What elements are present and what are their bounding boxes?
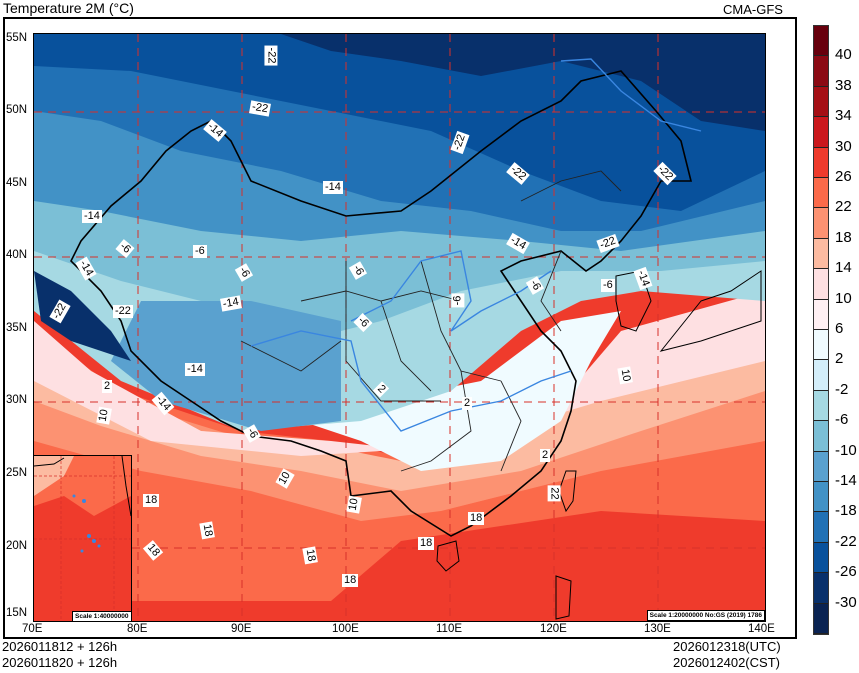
colorbar-segment: [814, 56, 828, 87]
lat-label-55n: 55N: [6, 32, 28, 44]
lon-label-120e: 120E: [540, 623, 567, 635]
colorbar-tick-label: -10: [835, 441, 857, 459]
colorbar-tick-label: -2: [835, 380, 849, 398]
colorbar-segment: [814, 86, 828, 118]
contour-label: -14: [185, 363, 205, 376]
contour-label: 22: [547, 485, 561, 502]
contour-label: -22: [113, 305, 133, 318]
inset-map-south-china-sea: Scale 1:40000000: [34, 455, 132, 621]
contour-label: 18: [302, 546, 318, 565]
colorbar-segment: [814, 603, 828, 634]
colorbar-segment: [814, 573, 828, 604]
contour-label: 2: [102, 380, 113, 393]
colorbar-segment: [814, 390, 828, 422]
lat-label-40n: 40N: [6, 249, 28, 261]
colorbar-tick-label: 38: [835, 76, 852, 94]
colorbar-segment: [814, 542, 828, 574]
lat-label-25n: 25N: [6, 467, 28, 479]
contour-label: 10: [346, 495, 362, 514]
map-plot-area: -22 -22 -14 -22 -14 -22 -22 -14 -6 -6 -14 -22 -14 -6-…: [33, 33, 766, 622]
colorbar: [813, 25, 829, 635]
contour-label: -14: [82, 210, 102, 223]
contour-label: 18: [199, 521, 215, 540]
contour-label: 2: [462, 397, 473, 410]
colorbar-tick-label: -14: [835, 472, 857, 489]
colorbar-segment: [814, 147, 828, 178]
colorbar-tick-label: 26: [835, 168, 852, 185]
colorbar-tick-label: 22: [835, 198, 852, 216]
colorbar-tick-label: -18: [835, 502, 857, 520]
contour-label: 18: [342, 574, 359, 587]
colorbar-segment: [814, 360, 828, 391]
lat-label-45n: 45N: [6, 177, 28, 189]
colorbar-tick-label: 14: [835, 259, 852, 277]
init-time-utc: 2026011812 + 126h: [2, 639, 118, 654]
colorbar-tick-label: 30: [835, 137, 852, 155]
contour-label: 18: [418, 537, 435, 550]
contour-label: 10: [617, 366, 633, 385]
lat-label-50n: 50N: [6, 104, 28, 116]
contour-label: -6: [601, 279, 615, 292]
init-time-cst: 2026011820 + 126h: [2, 655, 118, 670]
lon-label-80e: 80E: [127, 623, 148, 635]
lat-label-35n: 35N: [6, 322, 28, 334]
map-scale-label: Scale 1:20000000 No:GS (2019) 1786: [646, 610, 765, 621]
colorbar-tick-label: 6: [835, 320, 844, 337]
contour-label: -6: [451, 293, 465, 308]
contour-label: 18: [143, 494, 160, 507]
colorbar-segment: [814, 482, 828, 513]
colorbar-segment: [814, 26, 828, 57]
lon-label-90e: 90E: [231, 623, 252, 635]
colorbar-segment: [814, 330, 828, 361]
colorbar-tick-label: 34: [835, 107, 852, 125]
colorbar-tick-label: -26: [835, 563, 857, 581]
colorbar-tick-label: -6: [835, 411, 849, 429]
lon-label-100e: 100E: [332, 623, 359, 635]
lon-label-130e: 130E: [644, 623, 671, 635]
colorbar-segment: [814, 117, 828, 148]
lon-label-70e: 70E: [22, 623, 43, 635]
colorbar-segment: [814, 451, 828, 482]
contour-label: 18: [468, 512, 485, 525]
inset-map-graphic: [34, 456, 131, 621]
valid-time-cst: 2026012402(CST): [673, 655, 780, 670]
lon-label-110e: 110E: [436, 623, 463, 635]
colorbar-tick-label: 40: [835, 46, 852, 64]
lat-label-30n: 30N: [6, 394, 28, 406]
model-label: CMA-GFS: [723, 2, 783, 17]
contour-label: 10: [96, 406, 112, 425]
colorbar-tick-label: -22: [835, 532, 857, 550]
lat-label-15n: 15N: [6, 607, 28, 619]
contour-label: 2: [540, 449, 551, 462]
colorbar-segment: [814, 208, 828, 239]
colorbar-segment: [814, 238, 828, 270]
contour-label: -14: [323, 181, 343, 194]
contour-label: -22: [264, 45, 278, 66]
colorbar-segment: [814, 178, 828, 209]
colorbar-tick-label: 2: [835, 350, 844, 368]
colorbar-segment: [814, 269, 828, 300]
lon-label-140e: 140E: [748, 623, 775, 635]
temperature-field: [34, 34, 765, 621]
colorbar-segment: [814, 512, 828, 543]
colorbar-tick-label: 18: [835, 228, 852, 246]
colorbar-tick-label: -30: [835, 593, 857, 611]
chart-title: Temperature 2M (°C): [3, 0, 134, 16]
inset-scale-label: Scale 1:40000000: [72, 611, 132, 621]
colorbar-tick-label: 10: [835, 289, 852, 307]
contour-label: -6: [193, 245, 207, 258]
valid-time-utc: 2026012318(UTC): [673, 639, 781, 654]
colorbar-segment: [814, 299, 828, 330]
lat-label-20n: 20N: [6, 540, 28, 552]
colorbar-segment: [814, 421, 828, 452]
